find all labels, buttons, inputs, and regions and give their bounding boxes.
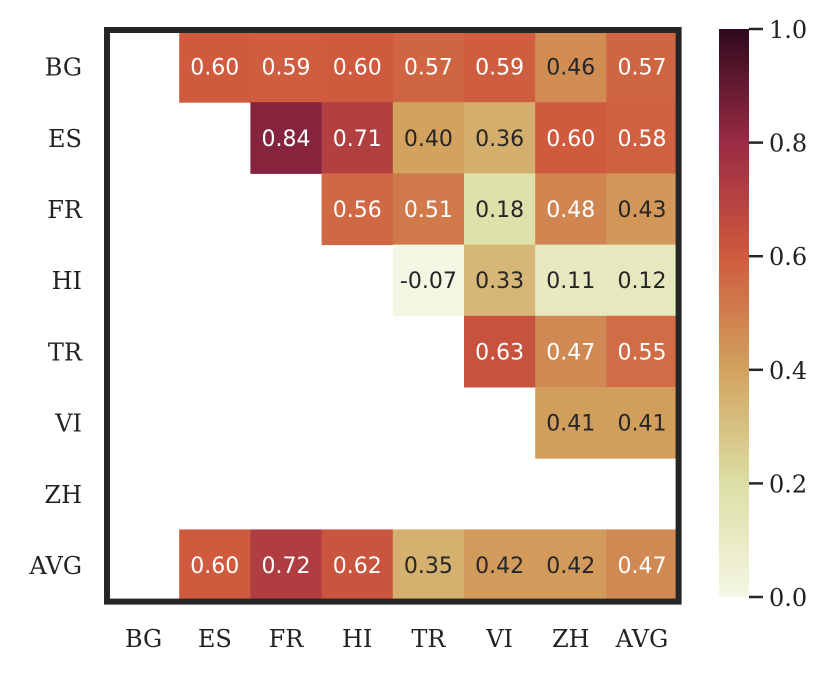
heatmap-cell-bg-zh: [535, 31, 607, 103]
y-tick-label: ZH: [44, 481, 82, 509]
heatmap-cell-label: 0.40: [404, 127, 453, 152]
heatmap-cell-label: 0.18: [475, 198, 524, 223]
colorbar: 0.0 0.2 0.4 0.6 0.8 1.0: [719, 16, 807, 612]
x-tick-label: FR: [269, 625, 305, 653]
heatmap-cell-label: 0.42: [475, 554, 524, 579]
heatmap-cell-avg-vi: [464, 529, 536, 602]
heatmap-cell-avg-es: [179, 529, 251, 602]
heatmap-cell-es-tr: [392, 102, 465, 174]
y-axis-ticks: BG ES FR HI TR VI ZH AVG: [28, 54, 83, 580]
y-tick-label: VI: [54, 410, 82, 438]
heatmap-cell-label: 0.35: [404, 554, 453, 579]
colorbar-tick-label: 0.6: [769, 243, 807, 271]
colorbar-tick-label: 0.4: [769, 357, 807, 385]
y-tick-label: BG: [45, 54, 82, 82]
colorbar-gradient: [719, 29, 749, 597]
x-tick-label: ZH: [552, 625, 590, 653]
heatmap-cell-label: 0.36: [475, 127, 524, 152]
heatmap-cell-tr-vi: [464, 315, 536, 388]
colorbar-tick-label: 0.0: [769, 584, 807, 612]
heatmap-cell-hi-vi: [464, 244, 536, 317]
x-tick-label: TR: [411, 625, 446, 653]
heatmap-cell-fr-tr: [392, 173, 465, 246]
heatmap-cell-fr-avg: [606, 173, 679, 246]
heatmap-cell-avg-fr: [250, 529, 323, 602]
heatmap-cell-label: 0.60: [190, 554, 239, 579]
heatmap-cell-es-avg: [606, 102, 679, 174]
x-tick-label: AVG: [615, 625, 669, 653]
heatmap-cell-hi-avg: [606, 244, 679, 317]
y-tick-label: ES: [48, 125, 82, 153]
heatmap-frame: [104, 27, 682, 605]
heatmap-cell-es-zh: [535, 102, 607, 174]
heatmap-cell-fr-vi: [464, 173, 536, 246]
heatmap-cell-label: 0.47: [618, 554, 667, 579]
x-tick-label: HI: [342, 625, 372, 653]
heatmap-cell-label: 0.43: [618, 198, 667, 223]
heatmap-cell-label: 0.72: [262, 554, 311, 579]
heatmap-cell-es-hi: [321, 102, 394, 174]
heatmap-cell-bg-vi: [464, 31, 536, 103]
heatmap-cell-label: 0.62: [333, 554, 382, 579]
heatmap-cell-es-fr: [250, 102, 323, 174]
heatmap-cell-bg-es: [179, 31, 251, 103]
heatmap-cell-label: 0.60: [190, 56, 239, 81]
heatmap-cell-label: 0.59: [475, 56, 524, 81]
heatmap-cell-label: 0.56: [333, 198, 382, 223]
heatmap-cell-label: 0.51: [404, 198, 453, 223]
heatmap-cell-bg-avg: [606, 31, 679, 103]
heatmap-cell-label: -0.07: [400, 269, 457, 294]
heatmap-cell-label: 0.47: [546, 340, 595, 365]
heatmap-cell-avg-zh: [535, 529, 607, 602]
x-axis-ticks: BG ES FR HI TR VI ZH AVG: [125, 625, 668, 653]
heatmap-cell-tr-avg: [606, 315, 679, 388]
heatmap-cell-label: 0.41: [546, 412, 595, 437]
heatmap-cell-label: 0.71: [333, 127, 382, 152]
y-tick-label: AVG: [28, 552, 82, 580]
heatmap-cell-bg-hi: [321, 31, 394, 103]
heatmap-cell-vi-zh: [535, 387, 607, 459]
heatmap-cell-tr-zh: [535, 315, 607, 388]
x-tick-label: ES: [198, 625, 232, 653]
heatmap-cells: [179, 31, 679, 602]
y-tick-label: FR: [47, 196, 83, 224]
heatmap-cell-vi-avg: [606, 387, 679, 459]
heatmap-cell-label: 0.84: [262, 127, 311, 152]
heatmap-cell-label: 0.58: [618, 127, 667, 152]
heatmap-cell-label: 0.63: [475, 340, 524, 365]
y-tick-label: TR: [48, 338, 83, 366]
heatmap-cell-avg-hi: [321, 529, 394, 602]
heatmap-cell-label: 0.57: [404, 56, 453, 81]
heatmap-cell-label: 0.46: [546, 56, 595, 81]
heatmap-cell-label: 0.12: [618, 269, 667, 294]
heatmap-cell-label: 0.48: [546, 198, 595, 223]
colorbar-tick-label: 0.8: [769, 130, 807, 158]
heatmap-cell-bg-tr: [392, 31, 465, 103]
heatmap-cell-fr-zh: [535, 173, 607, 246]
heatmap-cell-label: 0.42: [546, 554, 595, 579]
heatmap-cell-labels: 0.60 0.59 0.60 0.57 0.59 0.46 0.57 0.84 0.71 0.40…: [190, 56, 666, 579]
heatmap-cell-label: 0.33: [475, 269, 524, 294]
heatmap-cell-bg-fr: [250, 31, 323, 103]
heatmap-cell-label: 0.60: [333, 56, 382, 81]
heatmap-cell-label: 0.60: [546, 127, 595, 152]
x-tick-label: BG: [125, 625, 162, 653]
heatmap-cell-avg-tr: [392, 529, 465, 602]
heatmap-cell-label: 0.59: [262, 56, 311, 81]
heatmap-cell-fr-hi: [321, 173, 394, 246]
heatmap-cell-label: 0.11: [546, 269, 595, 294]
x-tick-label: VI: [485, 625, 513, 653]
heatmap-cell-avg-avg: [606, 529, 679, 602]
heatmap-cell-hi-tr: [392, 244, 465, 317]
heatmap-cell-label: 0.55: [618, 340, 667, 365]
heatmap-cell-hi-zh: [535, 244, 607, 317]
heatmap-cell-es-vi: [464, 102, 536, 174]
y-tick-label: HI: [52, 267, 82, 295]
colorbar-tick-label: 1.0: [769, 16, 807, 44]
colorbar-tick-label: 0.2: [769, 470, 807, 498]
heatmap-cell-label: 0.41: [618, 412, 667, 437]
heatmap-cell-label: 0.57: [618, 56, 667, 81]
